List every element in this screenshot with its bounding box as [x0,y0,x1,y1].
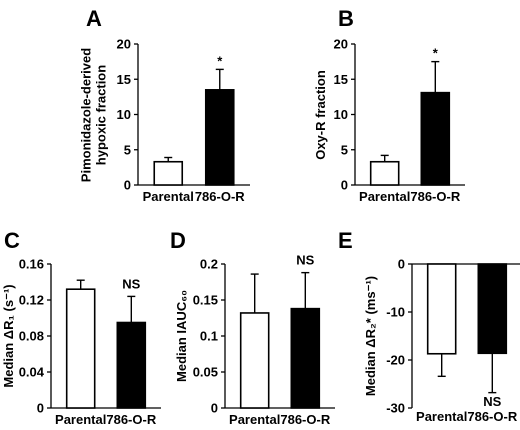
y-tick-label: -20 [386,353,405,368]
x-category-label: Parental [143,189,194,204]
y-axis-label: Oxy-R fraction [313,70,328,160]
significance-asterisk: * [433,46,439,61]
y-axis-label: Median IAUC₆₀ [174,290,189,382]
y-tick-label: 0 [37,401,44,416]
x-category-label: 786-O-R [195,189,245,204]
bar [290,307,321,409]
bar [204,89,235,186]
panel-label: A [86,6,102,31]
panel-label: E [338,228,353,253]
ns-label: NS [483,394,501,409]
y-tick-label: 10 [117,107,131,122]
bar [239,312,270,409]
bar [426,263,457,355]
x-category-label: 786-O-R [410,189,460,204]
y-tick-label: 0 [341,178,348,193]
x-category-label: Parental [359,189,410,204]
x-category-label: 786-O-R [280,412,330,427]
y-axis-label: Pimonidazole-derived [79,48,94,182]
y-tick-label: 0.04 [19,365,45,380]
x-category-label: Parental [55,412,106,427]
y-tick-label: 10 [334,107,348,122]
y-tick-label: 0.15 [193,293,218,308]
y-tick-label: 15 [334,72,348,87]
bar [369,160,400,186]
y-tick-label: 5 [341,142,348,157]
y-tick-label: -10 [386,305,405,320]
bar [477,263,508,355]
y-tick-label: 20 [334,37,348,52]
x-category-label: 786-O-R [106,412,156,427]
y-tick-label: 0.16 [19,257,44,272]
bar [116,321,147,409]
y-tick-label: 0.2 [200,257,218,272]
y-tick-label: 0.1 [200,329,218,344]
panel-label: C [4,228,20,253]
y-tick-label: -30 [386,401,405,416]
x-category-label: 786-O-R [467,409,517,424]
ns-label: NS [296,253,314,268]
y-tick-label: 20 [117,37,131,52]
significance-asterisk: * [217,53,223,68]
y-tick-label: 0.12 [19,293,44,308]
y-tick-label: 0 [398,257,405,272]
y-tick-label: 0 [211,401,218,416]
y-axis-label: Median ΔR₁ (s⁻¹) [1,284,16,387]
panel-label: D [170,228,186,253]
bar [65,288,96,409]
y-tick-label: 0.05 [193,365,218,380]
y-axis-label: hypoxic fraction [94,65,109,165]
panel-label: B [338,6,354,31]
y-tick-label: 15 [117,72,131,87]
ns-label: NS [122,276,140,291]
bar [420,91,451,186]
bar [153,160,184,186]
x-category-label: Parental [416,409,467,424]
y-axis-label: Median ΔR₂* (ms⁻¹) [363,276,378,396]
x-category-label: Parental [229,412,280,427]
y-tick-label: 5 [124,142,131,157]
y-tick-label: 0 [124,178,131,193]
y-tick-label: 0.08 [19,329,44,344]
